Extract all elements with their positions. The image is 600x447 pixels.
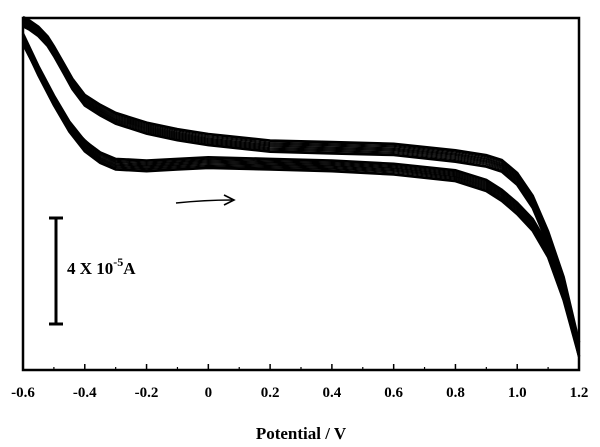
cv-initial-scan — [22, 44, 98, 151]
cv-lower-scan-5 — [22, 36, 580, 348]
cv-lower-scan-8 — [22, 38, 580, 352]
scale-bar-prefix: 4 X 10 — [67, 259, 113, 278]
scale-bar-unit: A — [123, 259, 136, 278]
x-axis-ticks: -0.6 -0.4 -0.2 0 0.2 0.4 0.6 0.8 1.0 1.2 — [11, 364, 588, 401]
cv-lower-scan-9 — [22, 39, 580, 353]
cv-lower-scan-4 — [22, 35, 580, 347]
x-tick-label: -0.4 — [73, 385, 97, 401]
cv-upper-scan-1 — [22, 15, 581, 343]
cv-upper-scan-2 — [22, 17, 580, 344]
x-tick-label: -0.6 — [11, 385, 35, 401]
cv-upper-scan-3 — [22, 18, 580, 345]
cv-lower-scan-12 — [21, 41, 581, 357]
cv-upper-scan-12 — [22, 25, 581, 357]
x-tick-label: 0 — [205, 385, 213, 401]
x-tick-label: 1.0 — [508, 385, 527, 401]
x-tick-label: 0.4 — [323, 385, 342, 401]
x-tick-label: -0.2 — [135, 385, 159, 401]
x-tick-label: 0.8 — [446, 385, 465, 401]
x-tick-label: 0.6 — [384, 385, 403, 401]
x-tick-label: 0.2 — [261, 385, 280, 401]
cv-curves — [21, 15, 581, 357]
cv-upper-scan-5 — [22, 19, 580, 348]
x-tick-label: 1.2 — [570, 385, 589, 401]
cv-lower-scan-6 — [22, 37, 580, 349]
x-axis-title: Potential / V — [256, 424, 347, 443]
scale-bar-label: 4 X 10-5A — [67, 255, 136, 278]
cv-lower-scan-7 — [22, 38, 580, 351]
scan-direction-arrow — [175, 194, 236, 206]
current-scale-bar — [49, 216, 63, 326]
cv-upper-scan-4 — [22, 19, 580, 347]
scale-bar-exponent: -5 — [113, 255, 123, 269]
